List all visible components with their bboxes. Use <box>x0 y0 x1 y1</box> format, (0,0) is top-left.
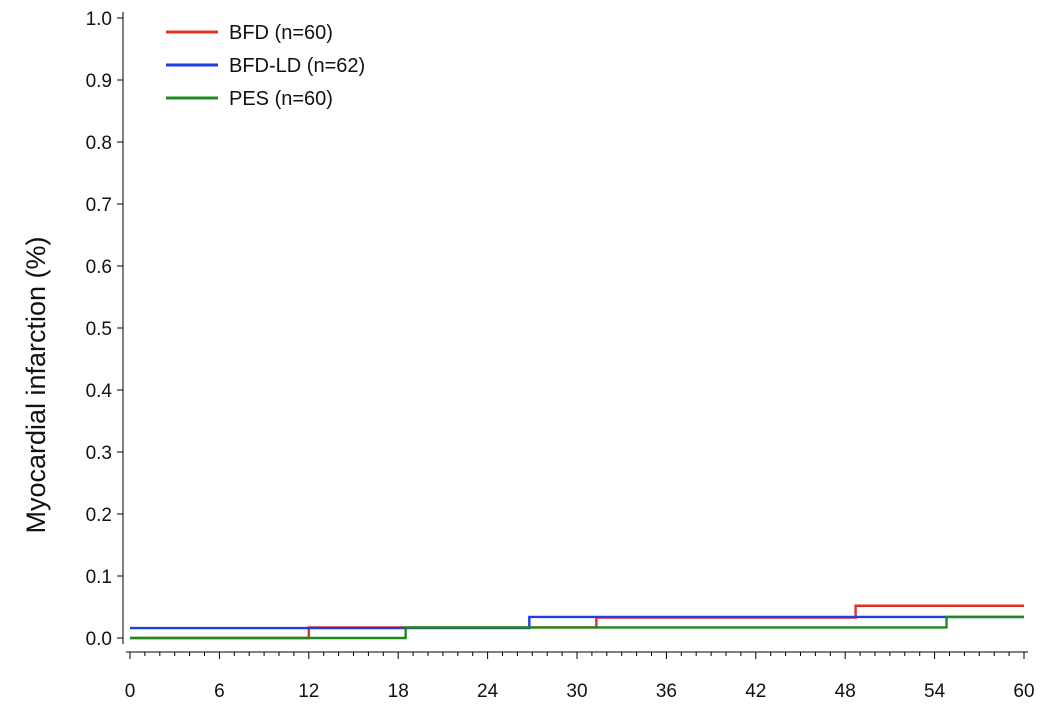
legend: BFD (n=60) BFD-LD (n=62) PES (n=60) <box>166 22 365 110</box>
y-tick-label: 0.7 <box>86 195 112 216</box>
x-tick-label: 6 <box>214 681 225 702</box>
legend-label: BFD (n=60) <box>229 22 333 44</box>
series-line-3 <box>130 615 1024 640</box>
y-tick-label: 0.8 <box>86 133 112 154</box>
plot-area <box>130 604 1024 640</box>
legend-label: PES (n=60) <box>229 88 333 110</box>
y-tick-label: 0.5 <box>86 319 112 340</box>
y-tick-label: 0.2 <box>86 505 112 526</box>
x-tick-label: 60 <box>1013 681 1034 702</box>
x-tick-label: 24 <box>477 681 499 702</box>
x-tick-label: 42 <box>745 681 766 702</box>
x-tick-label: 18 <box>388 681 409 702</box>
y-tick-label: 0.6 <box>86 257 112 278</box>
y-tick-label: 0.1 <box>86 567 112 588</box>
y-tick-label: 1.0 <box>86 9 112 30</box>
x-tick-label: 30 <box>566 681 587 702</box>
x-tick-label: 54 <box>924 681 946 702</box>
x-tick-label: 12 <box>298 681 319 702</box>
axes: 0.0 0.1 0.2 0.3 0.4 0.5 0.6 0.7 0.8 0.9 1.0 0 6 12 18 2… <box>86 9 1035 702</box>
y-tick-label: 0.3 <box>86 443 112 464</box>
x-tick-label: 36 <box>656 681 677 702</box>
legend-label: BFD-LD (n=62) <box>229 55 365 77</box>
y-tick-label: 0.4 <box>86 381 113 402</box>
y-tick-label: 0.9 <box>86 71 112 92</box>
series-line-1 <box>130 604 1024 640</box>
y-tick-label: 0.0 <box>86 629 112 650</box>
x-tick-label: 48 <box>835 681 856 702</box>
series-line-2 <box>130 615 1024 630</box>
y-axis-title: Myocardial infarction (%) <box>21 236 51 533</box>
x-tick-label: 0 <box>125 681 136 702</box>
